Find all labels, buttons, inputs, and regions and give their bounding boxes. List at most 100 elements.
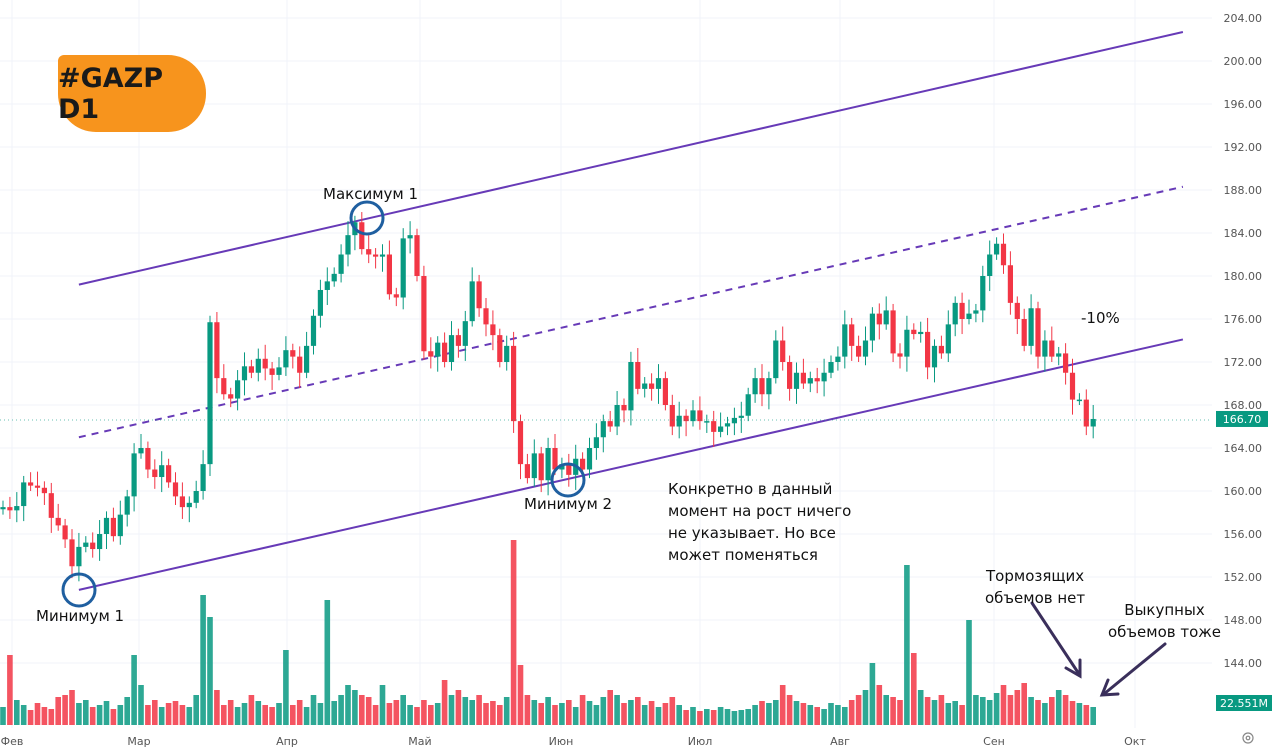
y-tick-label: 164.00: [1224, 442, 1263, 455]
x-tick-label: Мар: [127, 735, 150, 748]
candle-body: [504, 345, 510, 362]
candle-body: [635, 362, 641, 389]
volume-bar: [158, 707, 165, 725]
volume-bar: [704, 709, 710, 725]
volume-bar: [1021, 683, 1027, 725]
comment-line: Конкретно в данный: [668, 480, 833, 498]
volume-bars: [0, 540, 1096, 725]
candle-body: [152, 469, 158, 478]
candle-body: [621, 405, 627, 411]
note-line: объемов нет: [985, 589, 1086, 607]
trend-channel: [78, 31, 1184, 591]
y-tick-label: 148.00: [1224, 614, 1263, 627]
volume-bar: [545, 697, 551, 725]
volume-bar: [731, 711, 738, 725]
volume-bar: [966, 620, 972, 725]
comment-line: момент на рост ничего: [668, 502, 852, 520]
candle-body: [248, 366, 254, 373]
candle-body: [759, 378, 765, 395]
candle-body: [366, 249, 372, 255]
candle-body: [731, 417, 737, 424]
volume-bar: [621, 703, 627, 725]
volume-bar: [862, 690, 869, 725]
volume-bar: [145, 705, 151, 725]
candle-body: [780, 340, 786, 362]
y-tick-label: 196.00: [1224, 98, 1263, 111]
candle-body: [269, 368, 275, 375]
candle-body: [862, 340, 869, 357]
volume-bar: [869, 663, 876, 725]
volume-bar: [400, 695, 406, 725]
candle-body: [655, 378, 662, 389]
candle-body: [752, 378, 758, 395]
ticker-badge: #GAZP D1: [58, 55, 206, 132]
volume-bar: [62, 695, 68, 725]
volume-bar: [14, 700, 20, 725]
volume-bar: [193, 695, 199, 725]
min2-label: Минимум 2: [524, 495, 613, 513]
candle-body: [849, 324, 855, 346]
candle-body: [945, 324, 951, 354]
volume-bar: [1035, 700, 1041, 725]
candle-body: [683, 415, 689, 422]
candle-body: [276, 367, 282, 375]
min1-circle: [61, 572, 97, 608]
settings-icon: [1242, 732, 1254, 744]
candle-body: [235, 380, 241, 399]
buyback-volume-note: Выкупных объемов тоже: [1108, 599, 1221, 643]
candle-body: [110, 517, 116, 537]
y-tick-label: 192.00: [1224, 141, 1263, 154]
candle-body: [911, 329, 917, 335]
candle-body: [200, 464, 206, 491]
volume-bar: [214, 690, 220, 725]
volume-bar: [945, 703, 952, 725]
volume-bar: [1069, 701, 1076, 725]
volume-bar: [455, 690, 462, 725]
volume-bar: [710, 710, 717, 725]
volume-bar: [635, 697, 641, 725]
volume-bar: [138, 685, 144, 725]
volume-bar: [669, 697, 676, 725]
volume-bar: [842, 707, 848, 725]
max1-circle: [349, 200, 385, 236]
candle-body: [28, 482, 34, 486]
volume-bar: [980, 697, 986, 725]
candle-body: [62, 525, 68, 540]
candle-body: [1007, 265, 1013, 303]
volume-bar: [697, 711, 703, 725]
volume-bar: [1000, 685, 1007, 725]
candle-body: [55, 517, 61, 526]
volume-bar: [7, 655, 13, 725]
volume-bar: [738, 710, 745, 725]
candle-body: [0, 507, 6, 510]
y-tick-label: 184.00: [1224, 227, 1263, 240]
volume-bar: [359, 695, 365, 725]
max1-label: Максимум 1: [323, 185, 419, 203]
volume-bar: [179, 705, 186, 725]
volume-bar: [324, 600, 331, 725]
candle-body: [186, 502, 192, 508]
volume-bar: [110, 709, 117, 725]
candle-body: [373, 254, 379, 257]
candle-body: [994, 243, 1000, 255]
volume-bar: [745, 709, 751, 725]
candle-body: [214, 322, 220, 379]
volume-bar: [241, 703, 248, 725]
volume-bar: [766, 703, 772, 725]
candle-body: [421, 276, 427, 352]
volume-bar: [503, 697, 510, 725]
candle-body: [835, 356, 841, 362]
candle-body: [842, 324, 848, 357]
volume-bar: [904, 565, 910, 725]
volume-bar: [973, 695, 979, 725]
candle-body: [310, 315, 317, 346]
candle-body: [14, 506, 20, 511]
x-tick-label: Июн: [549, 735, 574, 748]
volume-bar: [1062, 695, 1069, 725]
x-tick-label: Фев: [1, 735, 24, 748]
volume-bar: [1076, 703, 1083, 725]
volume-bar: [917, 690, 924, 725]
last-price-label: 166.70: [1223, 413, 1262, 426]
x-tick-label: Авг: [830, 735, 850, 748]
